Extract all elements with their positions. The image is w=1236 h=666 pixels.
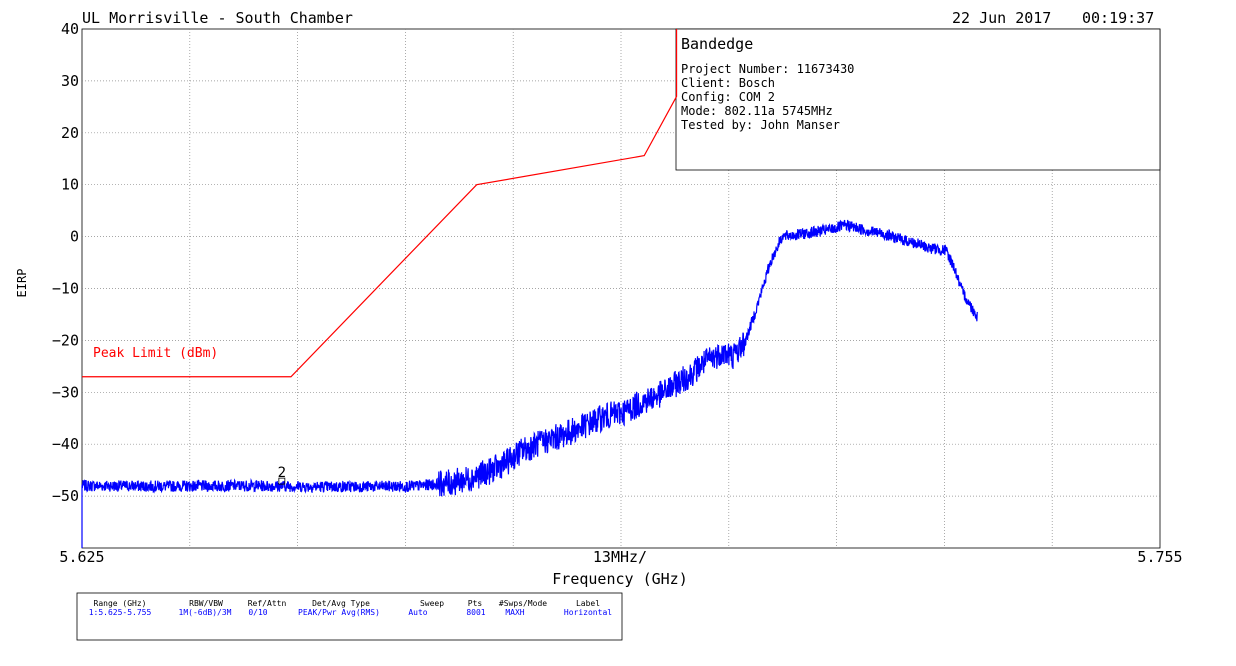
y-tick-label: 10: [61, 176, 79, 194]
x-start-label: 5.625: [59, 548, 104, 566]
site-title: UL Morrisville - South Chamber: [82, 9, 353, 27]
x-axis-label: Frequency (GHz): [552, 570, 687, 588]
y-tick-label: −40: [52, 435, 79, 453]
y-tick-label: 20: [61, 124, 79, 142]
y-tick-label: −50: [52, 487, 79, 505]
marker-label: 2: [278, 465, 286, 481]
settings-table: [76, 592, 623, 641]
y-tick-label: −30: [52, 383, 79, 401]
marker-symbol: [278, 477, 286, 485]
y-axis-label: EIRP: [15, 269, 29, 298]
info-client: Client: Bosch: [681, 76, 775, 90]
settings-value: PEAK/Pwr Avg(RMS): [298, 608, 380, 617]
x-stop-label: 5.755: [1137, 548, 1182, 566]
y-tick-label: −10: [52, 280, 79, 298]
settings-value: 1:5.625-5.755: [89, 608, 152, 617]
settings-header: Sweep: [420, 599, 444, 608]
settings-header: Pts: [468, 599, 483, 608]
settings-value: MAXH: [505, 608, 524, 617]
info-box: [675, 28, 1161, 171]
y-tick-label: 30: [61, 72, 79, 90]
y-tick-label: 0: [70, 228, 79, 246]
info-mode: Mode: 802.11a 5745MHz: [681, 104, 833, 118]
settings-header: Det/Avg Type: [312, 599, 370, 608]
y-tick-label: −20: [52, 331, 79, 349]
info-tested-by: Tested by: John Manser: [681, 118, 840, 132]
peak-limit-line: [82, 29, 678, 378]
settings-value: 1M(-6dB)/3M: [179, 608, 232, 617]
settings-header: Ref/Attn: [248, 599, 287, 608]
info-project-number: Project Number: 11673430: [681, 62, 854, 76]
settings-header: #Swps/Mode: [499, 599, 547, 608]
settings-value: Auto: [408, 608, 427, 617]
peak-limit-label: Peak Limit (dBm): [93, 346, 218, 361]
settings-value: 0/10: [248, 608, 267, 617]
info-box-title: Bandedge: [681, 35, 753, 53]
settings-value: Horizontal: [564, 608, 612, 617]
info-config: Config: COM 2: [681, 90, 775, 104]
settings-header: Range (GHz): [94, 599, 147, 608]
settings-table-content: Range (GHz) RBW/VBW Ref/Attn Det/Avg Type Sw…: [89, 599, 613, 617]
settings-header: Label: [576, 599, 600, 608]
y-tick-labels: 40 30 20 10 0 −10 −20 −30 −40 −50: [52, 20, 79, 505]
y-tick-label: 40: [61, 20, 79, 38]
x-span-label: 13MHz/: [593, 548, 647, 566]
settings-header: RBW/VBW: [189, 599, 223, 608]
header-date: 22 Jun 2017: [952, 9, 1051, 27]
settings-value: 8001: [466, 608, 485, 617]
header-time: 00:19:37: [1082, 9, 1154, 27]
measurement-trace: [81, 219, 979, 497]
